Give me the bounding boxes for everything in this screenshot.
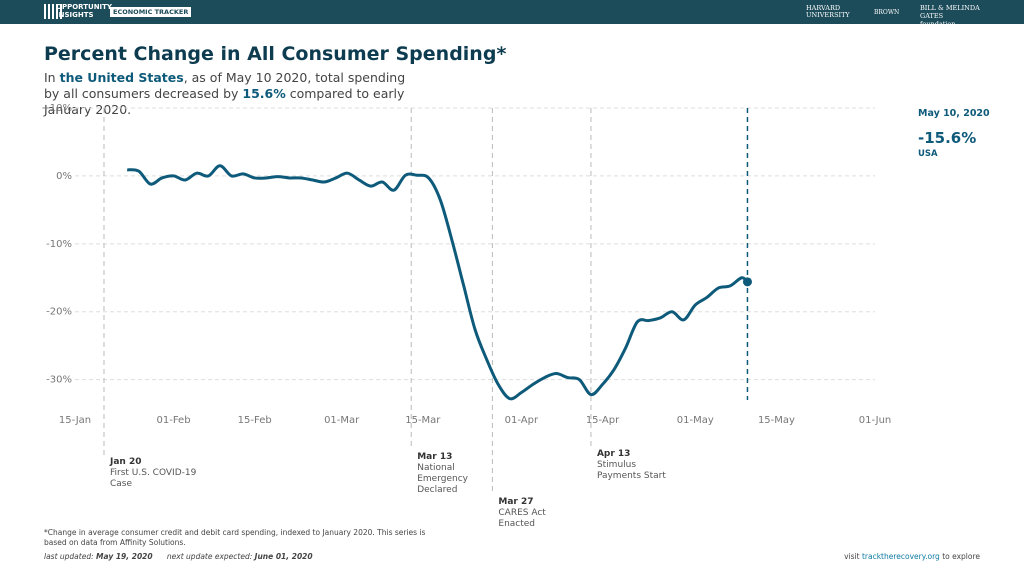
label: next update expected:	[166, 552, 253, 561]
partner: BILL & MELINDA GATES foundation	[920, 4, 980, 28]
event-text: National Emergency Declared	[417, 463, 468, 495]
link[interactable]: tracktherecovery.org	[861, 552, 940, 561]
x-tick-label: 01-Mar	[324, 415, 360, 426]
event-date: Apr 13	[596, 449, 631, 459]
logo-icon	[44, 4, 64, 19]
text: visit	[844, 552, 862, 561]
x-tick-label: 15-Feb	[238, 415, 272, 426]
x-tick-label: 01-May	[677, 415, 714, 426]
subtitle-text: , as of May 10 2020, total spending by a…	[44, 70, 406, 101]
partner: BROWN	[874, 9, 900, 16]
subtitle-text: compared to early January 2020.	[44, 86, 405, 117]
y-tick-label: -10%	[46, 239, 72, 250]
x-tick-label: 01-Jun	[859, 415, 892, 426]
subtitle-text: In	[44, 70, 60, 85]
callout-value: -15.6%	[918, 129, 977, 147]
event-annotation: Mar 13 National Emergency Declared	[417, 452, 499, 496]
date: June 01, 2020	[254, 552, 313, 561]
x-tick-label: 15-Jan	[59, 415, 91, 426]
end-point	[742, 277, 752, 287]
event-date: Mar 13	[417, 452, 453, 462]
brand[interactable]: OPPORTUNITY INSIGHTS	[56, 3, 113, 19]
event-annotation: Apr 13 Stimulus Payments Start	[597, 449, 679, 482]
visit: visit tracktherecovery.org to explore	[844, 552, 980, 561]
y-tick-label: +10%	[41, 103, 72, 114]
y-tick-label: -20%	[46, 307, 72, 318]
x-tick-label: 01-Feb	[157, 415, 191, 426]
callout-date: May 10, 2020	[918, 108, 990, 119]
callout-region: USA	[918, 149, 938, 159]
subtitle: In the United States, as of May 10 2020,…	[44, 70, 424, 118]
partner: HARVARD UNIVERSITY	[806, 4, 850, 19]
header-bar: OPPORTUNITY INSIGHTS ECONOMIC TRACKER HA…	[0, 0, 1024, 28]
event-annotation: Mar 27 CARES Act Enacted	[498, 497, 580, 530]
x-tick-label: 15-May	[758, 415, 795, 426]
x-tick-label: 15-Mar	[405, 415, 441, 426]
y-tick-label: -30%	[46, 375, 72, 386]
event-text: Stimulus Payments Start	[596, 460, 666, 481]
y-tick-label: 0%	[56, 171, 72, 182]
date: May 19, 2020	[96, 552, 153, 561]
chart-title: Percent Change in All Consumer Spending*	[44, 43, 507, 65]
x-tick-label: 01-Apr	[505, 415, 539, 426]
series-line	[127, 164, 749, 401]
subtitle-text: 15.6%	[242, 86, 286, 101]
event-date: Mar 27	[498, 497, 534, 507]
event-date: Jan 20	[109, 457, 142, 467]
text: to explore	[939, 552, 980, 561]
label: last updated:	[44, 552, 94, 561]
footnote: *Change in average consumer credit and d…	[44, 528, 426, 547]
event-text: CARES Act Enacted	[498, 508, 546, 529]
subtitle-text: the United States	[59, 70, 184, 85]
update-info: last updated: May 19, 2020 next update e…	[44, 552, 313, 561]
x-tick-label: 15-Apr	[586, 415, 620, 426]
event-text: First U.S. COVID-19 Case	[109, 468, 197, 489]
event-annotation: Jan 20 First U.S. COVID-19 Case	[110, 457, 220, 490]
product: ECONOMIC TRACKER	[110, 7, 192, 17]
